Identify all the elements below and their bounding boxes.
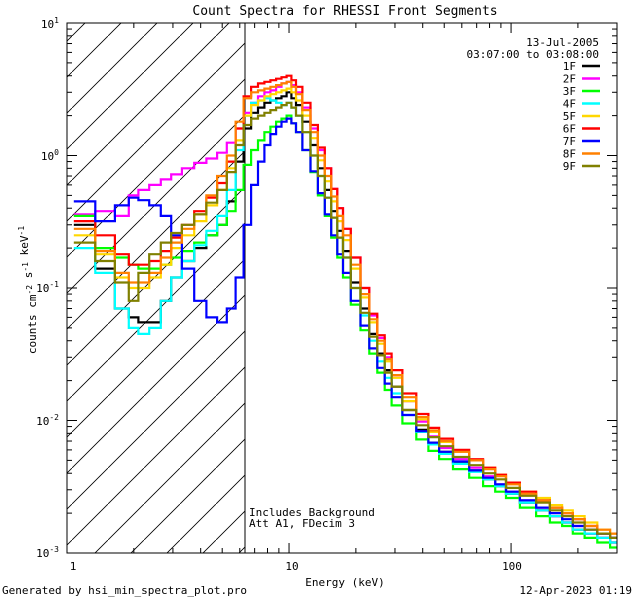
x-tick-label: 10 <box>285 560 298 573</box>
attenuator-note: Att A1, FDecim 3 <box>249 517 355 530</box>
y-tick-labels: 10-3 10-2 10-1 100 101 <box>36 16 59 560</box>
x-tick-labels: 1 10 100 <box>70 560 522 573</box>
x-tick-label: 100 <box>502 560 522 573</box>
background-note: Includes Background <box>249 506 375 519</box>
legend-label-3F: 3F <box>563 85 576 98</box>
chart-title: Count Spectra for RHESSI Front Segments <box>192 4 497 19</box>
legend-label-5F: 5F <box>563 110 576 123</box>
generated-date: 12-Apr-2023 01:19 <box>519 584 632 597</box>
y-tick-label: 10-3 <box>36 545 59 560</box>
y-tick-label: 100 <box>41 148 59 163</box>
legend-label-6F: 6F <box>563 123 576 136</box>
legend-label-2F: 2F <box>563 73 576 86</box>
legend-label-1F: 1F <box>563 60 576 73</box>
legend-label-7F: 7F <box>563 135 576 148</box>
hatched-region <box>67 23 245 553</box>
time-range: 03:07:00 to 03:08:00 <box>467 48 599 61</box>
y-tick-label: 101 <box>41 16 59 31</box>
legend-label-9F: 9F <box>563 160 576 173</box>
x-tick-label: 1 <box>70 560 77 573</box>
y-axis-label: counts cm-2 s-1 keV-1 <box>17 226 39 354</box>
axis-ticks <box>66 22 618 554</box>
y-tick-label: 10-1 <box>36 280 59 295</box>
legend-label-8F: 8F <box>563 148 576 161</box>
x-axis-label: Energy (keV) <box>305 576 384 589</box>
plot-frame <box>66 22 618 554</box>
legend-label-4F: 4F <box>563 98 576 111</box>
observation-date: 13-Jul-2005 <box>526 36 599 49</box>
y-tick-label: 10-2 <box>36 413 59 428</box>
series-lines <box>73 74 617 549</box>
generated-by-note: Generated by hsi_min_spectra_plot.pro <box>2 584 248 597</box>
series-line-9F <box>73 101 617 539</box>
